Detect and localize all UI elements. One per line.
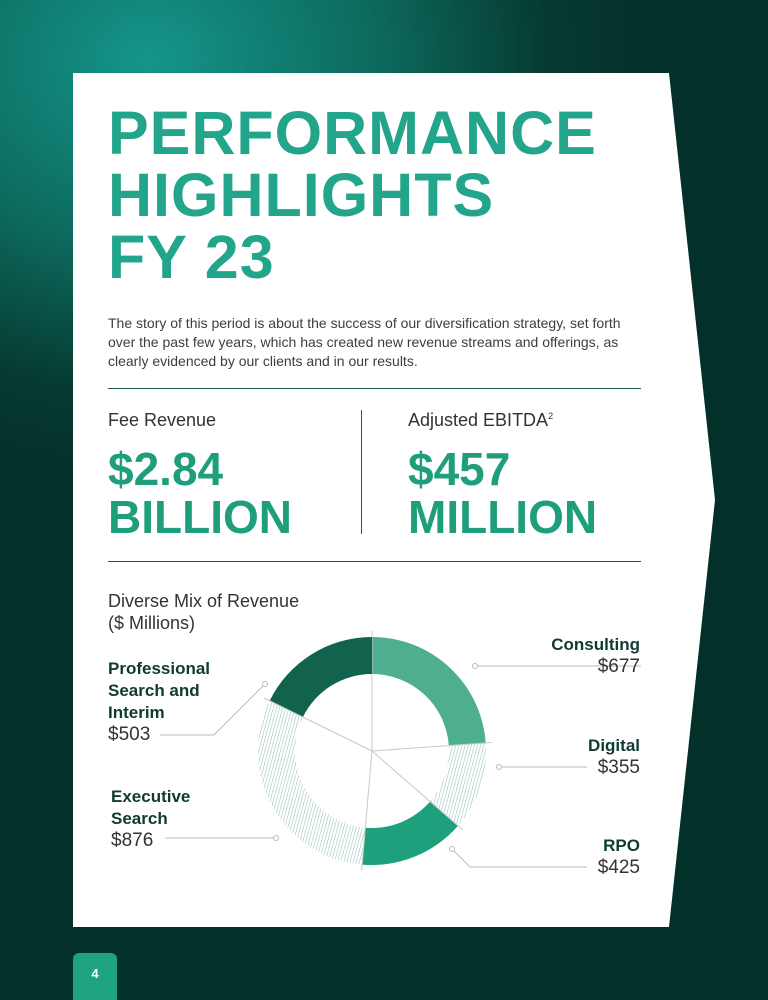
slice-label: Consulting [551, 635, 640, 654]
slice-label: Professional Search and Interim [108, 659, 211, 722]
chart-title-line: Diverse Mix of Revenue [108, 591, 300, 611]
slice-divider-line [361, 750, 373, 871]
slice-value: $355 [597, 757, 640, 778]
slice-divider-line [371, 742, 492, 752]
divider-vertical [361, 410, 362, 534]
legend-consulting: Consulting $677 [551, 634, 640, 678]
footnote-marker: 2 [548, 411, 554, 421]
slice-divider-line [371, 750, 463, 831]
donut-slice-digital [430, 742, 487, 826]
kpi-label: Adjusted EBITDA [408, 410, 549, 430]
chart-subtitle: ($ Millions) [108, 613, 196, 633]
donut-slice-consulting [372, 637, 486, 746]
kpi-label: Fee Revenue [108, 410, 217, 430]
slice-label: Executive Search [111, 787, 191, 828]
title-line: HIGHLIGHTS [108, 161, 495, 229]
legend-rpo: RPO $425 [598, 835, 640, 879]
slice-value: $425 [597, 857, 640, 878]
page-number: 4 [73, 953, 117, 1000]
title-line: FY 23 [108, 223, 275, 291]
chart-title: Diverse Mix of Revenue ($ Millions) [108, 590, 299, 634]
legend-professional-search: Professional Search and Interim $503 [108, 658, 233, 746]
kpi-adjusted-ebitda: Adjusted EBITDA2 $457 MILLION [408, 410, 597, 541]
intro-paragraph: The story of this period is about the su… [108, 315, 621, 369]
donut-slice-executive-search [258, 700, 366, 865]
donut-slice-rpo [362, 801, 459, 865]
legend-executive-search: Executive Search $876 [111, 786, 221, 852]
slice-label: RPO [603, 836, 640, 855]
divider [108, 561, 641, 562]
slice-value: $677 [597, 656, 640, 677]
slice-divider-line [264, 697, 373, 752]
kpi-unit: BILLION [108, 491, 292, 543]
kpi-fee-revenue: Fee Revenue $2.84 BILLION [108, 410, 292, 541]
kpi-value: $2.84 [108, 443, 224, 495]
title-line: PERFORMANCE [108, 99, 597, 167]
divider [108, 388, 641, 389]
slice-value: $503 [108, 724, 151, 745]
legend-digital: Digital $355 [588, 735, 640, 779]
donut-slice-professional-search-and-interim [269, 637, 372, 718]
slice-value: $876 [111, 830, 154, 851]
page-title: PERFORMANCE HIGHLIGHTS FY 23 [108, 102, 597, 288]
slice-label: Digital [588, 736, 640, 755]
kpi-unit: MILLION [408, 491, 598, 543]
kpi-value: $457 [408, 443, 511, 495]
